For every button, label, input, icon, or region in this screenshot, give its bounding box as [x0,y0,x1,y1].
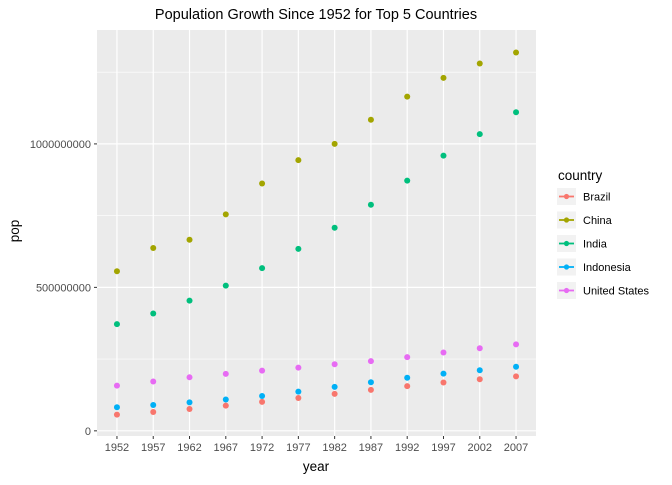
x-tick-label: 1967 [214,442,238,454]
point-china [404,93,411,100]
point-brazil [476,376,483,383]
point-indonesia [513,363,520,370]
point-indonesia [295,388,302,395]
point-united-states [513,341,520,348]
point-brazil [367,386,374,393]
minor-gridlines [97,71,536,360]
point-china [150,244,157,251]
x-tick-label: 1997 [431,442,455,454]
point-china [367,116,374,123]
point-india [440,152,447,159]
point-indonesia [476,367,483,374]
point-india [186,297,193,304]
point-united-states [222,370,229,377]
point-china [476,60,483,67]
point-indonesia [331,383,338,390]
chart-title: Population Growth Since 1952 for Top 5 C… [155,7,477,23]
point-brazil [150,409,157,416]
point-indonesia [440,370,447,377]
point-brazil [404,383,411,390]
legend-key-point [563,193,570,200]
point-indonesia [186,399,193,406]
point-china [186,236,193,243]
point-united-states [440,349,447,356]
point-brazil [513,373,520,380]
point-united-states [331,361,338,368]
x-tick-label: 1977 [286,442,310,454]
x-tick-label: 1962 [177,442,201,454]
point-india [476,131,483,138]
y-axis: 0 500000000 1000000000 [30,139,97,438]
point-indonesia [222,396,229,403]
point-china [113,268,120,275]
point-united-states [186,374,193,381]
point-united-states [404,354,411,361]
legend-key-point [563,217,570,223]
point-china [331,140,338,147]
legend-label-china: China [583,215,613,227]
legend-label-brazil: Brazil [583,192,611,204]
point-china [222,211,229,218]
x-tick-label: 2007 [504,442,528,454]
point-united-states [295,364,302,371]
x-axis-title: year [303,459,330,474]
point-united-states [367,358,374,365]
point-india [150,310,157,317]
point-china [513,49,520,56]
y-tick-label: 500000000 [36,282,91,294]
point-brazil [259,398,266,405]
x-tick-label: 1957 [141,442,165,454]
legend-title: country [558,168,603,183]
point-brazil [331,390,338,397]
point-indonesia [259,393,266,400]
major-gridlines [97,30,536,436]
x-axis: 1952 1957 1962 1967 1972 1977 1982 1987 1992 1997… [105,436,528,454]
point-china [259,180,266,187]
point-brazil [222,402,229,409]
point-indonesia [367,379,374,386]
data-points [113,49,520,418]
point-india [222,282,229,289]
x-tick-label: 1972 [250,442,274,454]
x-tick-label: 1987 [359,442,383,454]
point-united-states [150,378,157,385]
legend-label-india: India [583,239,608,251]
point-brazil [113,411,120,418]
point-indonesia [404,374,411,381]
legend-key-point [563,287,570,294]
point-india [331,224,338,231]
x-tick-label: 1982 [322,442,346,454]
point-india [367,201,374,208]
y-tick-label: 0 [85,426,91,438]
point-india [404,177,411,184]
legend-keys: Brazil China India Indonesia United States [557,188,650,299]
point-china [295,157,302,164]
point-united-states [476,345,483,352]
point-united-states [113,382,120,389]
point-brazil [186,406,193,413]
legend: country Brazil China India Indonesia United … [557,168,650,299]
y-tick-label: 1000000000 [30,139,91,151]
plot-panel [97,30,536,436]
y-axis-title: pop [7,220,22,243]
point-indonesia [150,401,157,408]
point-china [440,74,447,81]
legend-label-indonesia: Indonesia [583,262,632,274]
legend-key-point [563,264,570,270]
point-india [259,265,266,272]
point-brazil [295,395,302,402]
x-tick-label: 2002 [468,442,492,454]
legend-label-united-states: United States [583,286,650,298]
x-tick-label: 1952 [105,442,129,454]
point-united-states [259,367,266,374]
point-india [295,245,302,252]
x-tick-label: 1992 [395,442,419,454]
point-india [513,109,520,116]
legend-key-point [563,240,570,247]
point-india [113,321,120,328]
point-indonesia [113,404,120,411]
point-brazil [440,379,447,386]
